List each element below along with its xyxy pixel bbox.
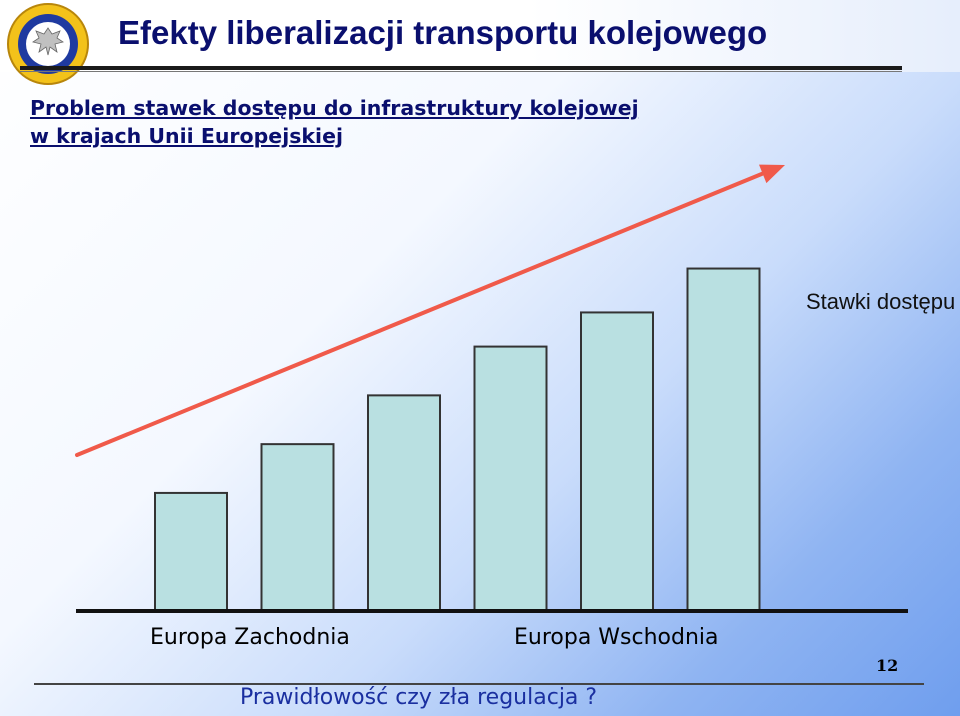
header-band <box>0 0 960 72</box>
header-divider-thin <box>20 71 902 72</box>
slide-title: Efekty liberalizacji transportu kolejowe… <box>118 14 768 51</box>
x-group-label-west: Europa Zachodnia <box>150 625 350 650</box>
series-label: Stawki dostępu <box>806 289 956 314</box>
bar <box>686 267 761 611</box>
subtitle-line-2: w krajach Unii Europejskiej <box>30 124 344 148</box>
bar <box>367 394 441 611</box>
trend-arrow-line <box>75 171 766 457</box>
footer-caption: Prawidłowość czy zła regulacja ? <box>240 685 598 710</box>
page-number: 12 <box>876 656 899 675</box>
bar <box>260 443 335 611</box>
slide-subtitle: Problem stawek dostępu do infrastruktury… <box>30 94 639 150</box>
eagle-emblem-icon <box>7 3 89 85</box>
trend-arrow-head <box>759 164 785 184</box>
bar <box>473 345 548 612</box>
x-group-label-east: Europa Wschodnia <box>514 625 719 650</box>
footer-divider <box>34 683 924 685</box>
header-divider <box>20 66 902 70</box>
subtitle-line-1: Problem stawek dostępu do infrastruktury… <box>30 96 639 120</box>
bar-chart <box>75 164 908 613</box>
bar <box>154 491 228 611</box>
bar <box>580 311 654 611</box>
